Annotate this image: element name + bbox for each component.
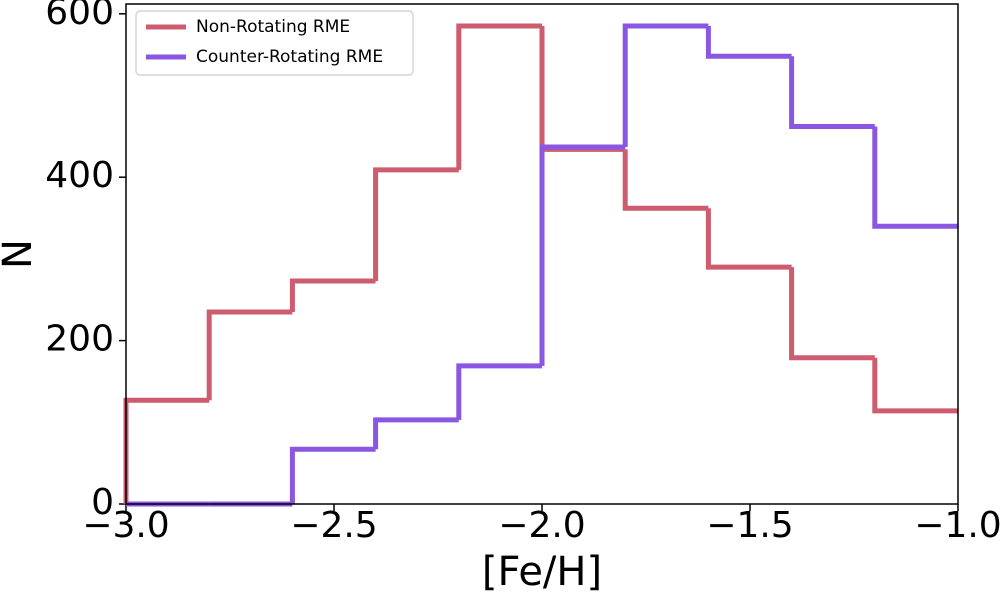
x-tick-label: −1.5: [706, 505, 793, 546]
y-tick-label: 200: [45, 319, 114, 360]
histogram-step: [289, 278, 376, 313]
histogram-step: [705, 208, 792, 270]
x-axis-label: [Fe/H]: [482, 549, 602, 594]
x-tick-label: −2.0: [498, 505, 585, 546]
histogram-step: [705, 26, 792, 59]
histogram-step: [456, 363, 542, 420]
y-tick-label: 0: [91, 482, 114, 523]
x-tick-label: −2.5: [290, 505, 377, 546]
plot-frame: [125, 3, 959, 505]
histogram-step: [206, 309, 293, 401]
y-axis-label: N: [0, 239, 41, 269]
histogram-step: [539, 26, 626, 152]
histogram-step: [456, 23, 542, 170]
histogram-step: [373, 417, 459, 450]
y-tick-label: 400: [45, 155, 114, 196]
histogram-step: [872, 126, 958, 229]
histogram-step: [789, 56, 875, 130]
histogram-step: [872, 357, 958, 414]
x-tick-label: −3.0: [82, 505, 169, 546]
histogram-step: [373, 167, 459, 281]
x-tick-label: −1.0: [914, 505, 1000, 546]
histogram-step: [289, 446, 376, 504]
y-tick-label: 600: [45, 0, 114, 33]
legend-box: [135, 10, 414, 76]
histogram-step: [123, 397, 210, 504]
legend-label: Non-Rotating RME: [196, 17, 350, 37]
histogram-step: [622, 149, 709, 211]
histogram-step: [789, 267, 875, 361]
legend-label: Counter-Rotating RME: [196, 47, 383, 67]
histogram-step: [622, 23, 709, 147]
histogram-step: [539, 144, 626, 366]
